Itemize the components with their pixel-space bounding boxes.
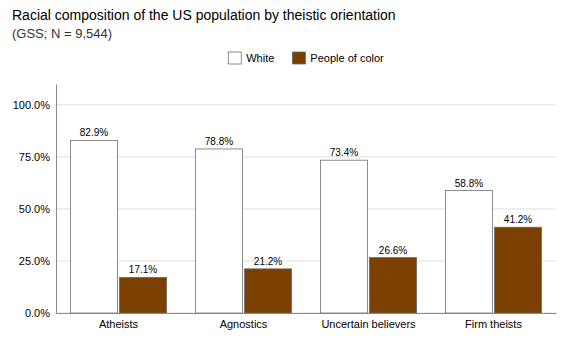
x-tick-label: Agnostics bbox=[220, 318, 268, 330]
grid-line bbox=[56, 104, 556, 105]
grid bbox=[56, 105, 556, 313]
legend: White People of color bbox=[228, 52, 384, 64]
y-tick-label: 100.0% bbox=[13, 99, 51, 111]
legend-label: White bbox=[246, 52, 274, 64]
series bbox=[119, 227, 541, 313]
y-tick: 75.0% bbox=[19, 151, 56, 163]
legend-swatch bbox=[292, 52, 305, 64]
y-tick-label: 50.0% bbox=[19, 203, 50, 215]
bar bbox=[195, 149, 242, 313]
bar bbox=[119, 277, 166, 313]
data-label: 17.1% bbox=[129, 264, 157, 275]
subtitle: (GSS; N = 9,544) bbox=[12, 26, 112, 41]
legend-item: White bbox=[228, 52, 274, 64]
x-tick-label: Firm theists bbox=[465, 318, 522, 330]
x-tick: Firm theists bbox=[465, 318, 522, 330]
bars bbox=[70, 140, 541, 313]
x-tick: Atheists bbox=[99, 318, 139, 330]
bar bbox=[369, 258, 416, 313]
legend-item: People of color bbox=[292, 52, 384, 64]
data-labels: 82.9% 78.8% 73.4% 58.8% 17.1% 21.2% 26.6% 41.2% bbox=[80, 127, 532, 275]
x-tick: Agnostics bbox=[220, 318, 268, 330]
x-tick-label: Atheists bbox=[99, 318, 139, 330]
data-label: 82.9% bbox=[80, 127, 108, 138]
legend-swatch bbox=[228, 52, 241, 64]
chart: Racial composition of the US population … bbox=[0, 0, 571, 341]
x-tick: Uncertain believers bbox=[321, 318, 416, 330]
data-label: 73.4% bbox=[330, 147, 358, 158]
grid-line bbox=[56, 156, 556, 157]
title: Racial composition of the US population … bbox=[12, 7, 396, 23]
series bbox=[70, 140, 492, 313]
y-tick: 25.0% bbox=[19, 255, 56, 267]
y-axis: 0.0% 25.0% 50.0% 75.0% 100.0% bbox=[13, 85, 57, 320]
bar bbox=[494, 227, 541, 313]
y-tick-label: 0.0% bbox=[25, 307, 50, 319]
x-tick-label: Uncertain believers bbox=[321, 318, 416, 330]
data-label: 41.2% bbox=[504, 214, 532, 225]
bar bbox=[70, 140, 117, 313]
y-tick-label: 75.0% bbox=[19, 151, 50, 163]
y-tick: 100.0% bbox=[13, 99, 56, 111]
y-tick: 0.0% bbox=[25, 307, 56, 319]
data-label: 58.8% bbox=[455, 178, 483, 189]
y-tick-label: 25.0% bbox=[19, 255, 50, 267]
y-tick: 50.0% bbox=[19, 203, 56, 215]
x-axis-line bbox=[57, 313, 557, 314]
plot: 82.9% 78.8% 73.4% 58.8% 17.1% 21.2% 26.6% 41.2%… bbox=[13, 85, 557, 330]
data-label: 21.2% bbox=[254, 256, 282, 267]
data-label: 78.8% bbox=[205, 136, 233, 147]
data-label: 26.6% bbox=[379, 245, 407, 256]
x-axis: Atheists Agnostics Uncertain believers Firm… bbox=[57, 314, 557, 330]
bar bbox=[445, 191, 492, 313]
bar bbox=[320, 160, 367, 313]
legend-label: People of color bbox=[310, 52, 384, 64]
y-axis-line bbox=[56, 85, 57, 314]
bar bbox=[244, 269, 291, 313]
